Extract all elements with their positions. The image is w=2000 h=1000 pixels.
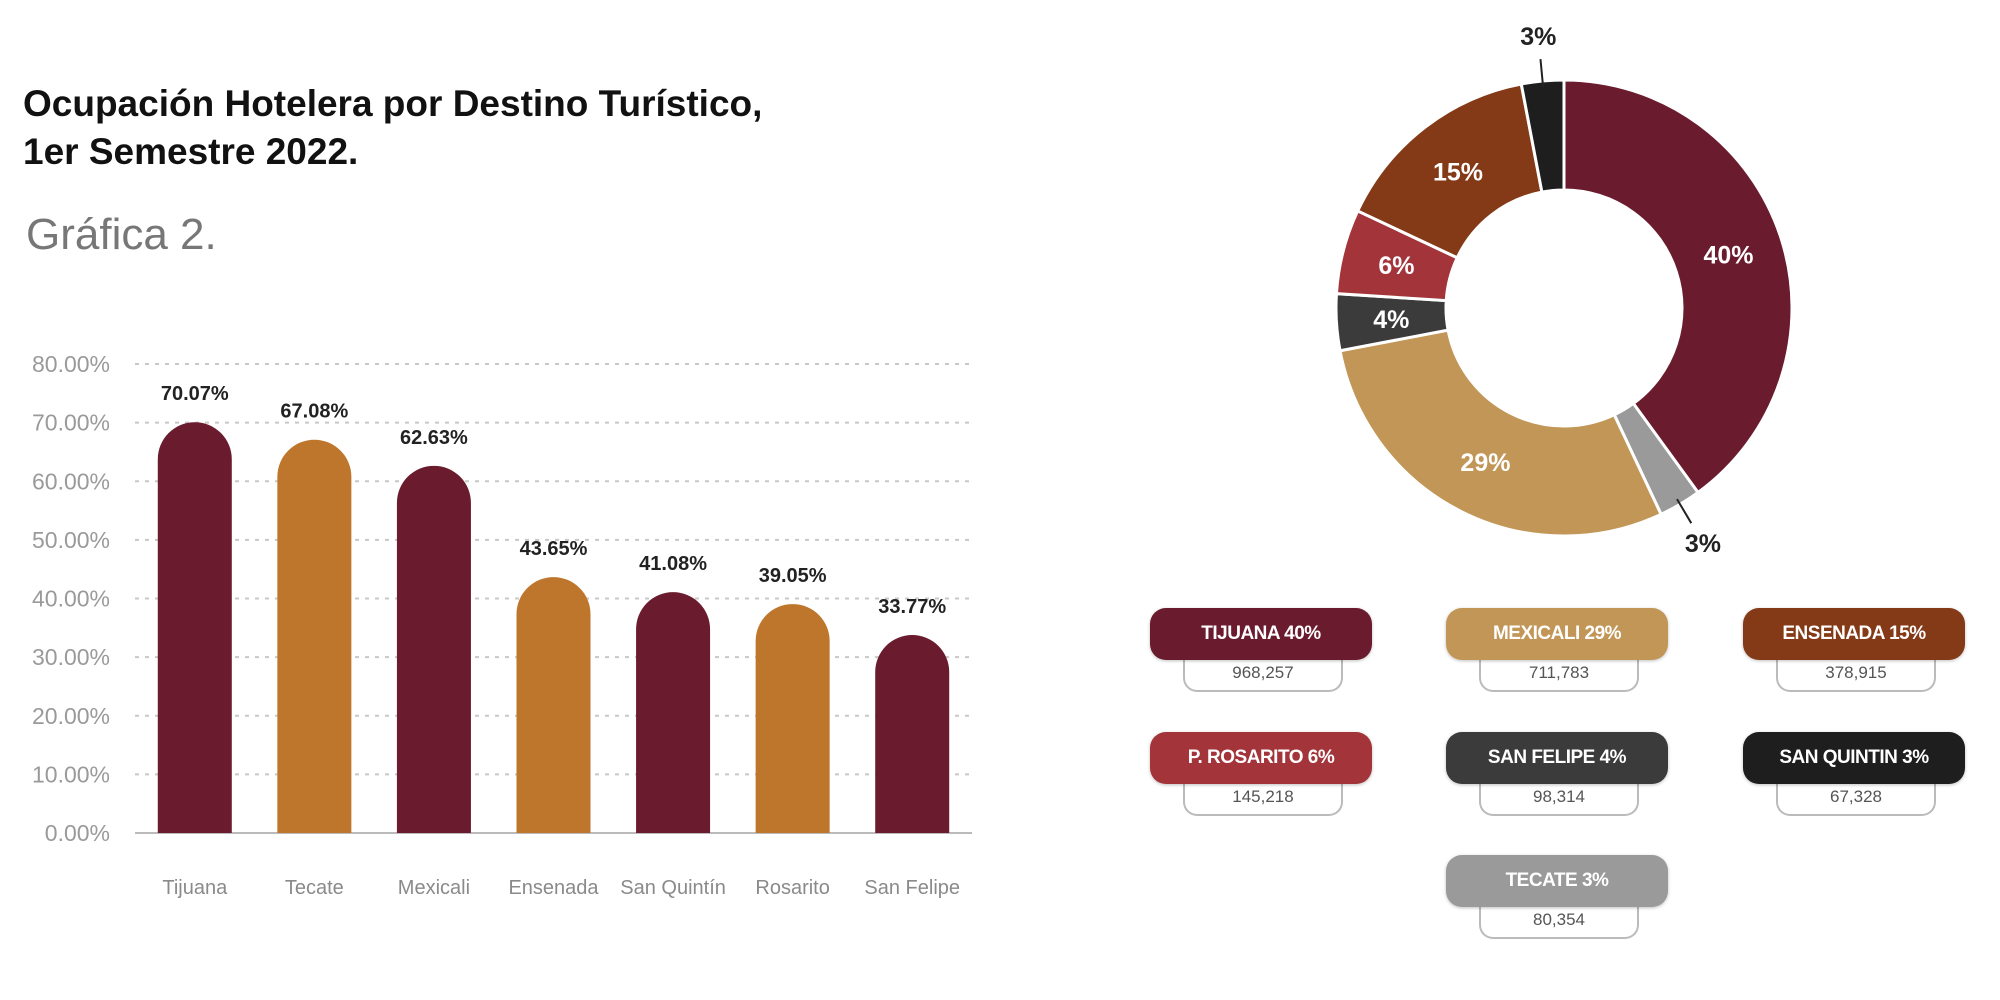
bar-tecate [277, 439, 352, 833]
chart-subtitle: Gráfica 2. [26, 210, 217, 259]
bar-value-label: 43.65% [520, 538, 588, 560]
slice-callout-label: 3% [1520, 23, 1556, 51]
callout-arrow-icon [1539, 59, 1545, 88]
legend-value: 711,783 [1479, 656, 1639, 692]
legend-pill: ENSENADA 15% [1743, 608, 1965, 660]
x-tick-label: Mexicali [398, 877, 470, 899]
y-tick-label: 80.00% [32, 351, 110, 377]
donut-slice-ensenada [1355, 82, 1544, 260]
slice-callout-label: 3% [1685, 530, 1721, 558]
bar-tijuana [157, 422, 232, 833]
y-tick-label: 30.00% [32, 644, 110, 670]
bar-san-quintín [636, 592, 711, 833]
x-tick-label: Ensenada [508, 877, 599, 899]
bar-ensenada [516, 577, 591, 833]
legend-pill: SAN FELIPE 4% [1446, 732, 1668, 784]
y-tick-label: 70.00% [32, 410, 110, 436]
bar-value-label: 41.08% [639, 553, 707, 575]
legend-pill: TECATE 3% [1446, 855, 1668, 907]
chart-title: Ocupación Hotelera por Destino Turístico… [23, 80, 762, 176]
donut-slice-tecate [1612, 401, 1701, 517]
donut-slice-san-quintin [1519, 78, 1566, 194]
bar-value-label: 62.63% [400, 427, 468, 449]
legend-value: 145,218 [1183, 780, 1343, 816]
y-tick-label: 20.00% [32, 703, 110, 729]
legend-pill: TIJUANA 40% [1150, 608, 1372, 660]
bar-value-label: 67.08% [280, 401, 348, 423]
bar-san-felipe [875, 635, 950, 833]
donut-slice-p-rosarito [1334, 208, 1460, 303]
donut-slice-tijuana [1562, 78, 1794, 495]
bar-mexicali [396, 465, 471, 833]
x-tick-label: San Felipe [864, 877, 960, 899]
bar-chart: 0.00% 10.00% 20.00% 30.00% 40.00% 50.00% 60.00… [32, 351, 972, 899]
x-tick-label: Tecate [285, 877, 344, 899]
slice-label: 15% [1433, 158, 1483, 186]
slice-label: 29% [1460, 449, 1510, 477]
slice-label: 40% [1704, 242, 1754, 270]
x-tick-label: Tijuana [162, 877, 228, 899]
legend-pill: P. ROSARITO 6% [1150, 732, 1372, 784]
legend-value: 378,915 [1776, 656, 1936, 692]
bar-rosarito [755, 604, 830, 833]
legend-value: 67,328 [1776, 780, 1936, 816]
y-tick-label: 40.00% [32, 586, 110, 612]
y-tick-label: 0.00% [45, 820, 110, 846]
donut-slice-san-felipe [1334, 292, 1450, 353]
title-line-2: 1er Semestre 2022. [23, 131, 359, 172]
x-tick-label: San Quintín [620, 877, 726, 899]
legend-value: 968,257 [1183, 656, 1343, 692]
bar-value-label: 70.07% [161, 383, 229, 405]
title-line-1: Ocupación Hotelera por Destino Turístico… [23, 83, 763, 124]
donut-slice-mexicali [1338, 328, 1664, 538]
y-tick-label: 60.00% [32, 468, 110, 494]
y-tick-label: 10.00% [32, 761, 110, 787]
legend-pill: SAN QUINTIN 3% [1743, 732, 1965, 784]
legend-value: 98,314 [1479, 780, 1639, 816]
slice-label: 6% [1378, 252, 1414, 280]
y-tick-label: 50.00% [32, 527, 110, 553]
bar-value-label: 39.05% [759, 565, 827, 587]
legend-value: 80,354 [1479, 903, 1639, 939]
callout-arrow-icon [1676, 498, 1693, 524]
x-tick-label: Rosarito [755, 877, 829, 899]
bar-value-label: 33.77% [878, 596, 946, 618]
slice-label: 4% [1373, 306, 1409, 334]
legend-pill: MEXICALI 29% [1446, 608, 1668, 660]
